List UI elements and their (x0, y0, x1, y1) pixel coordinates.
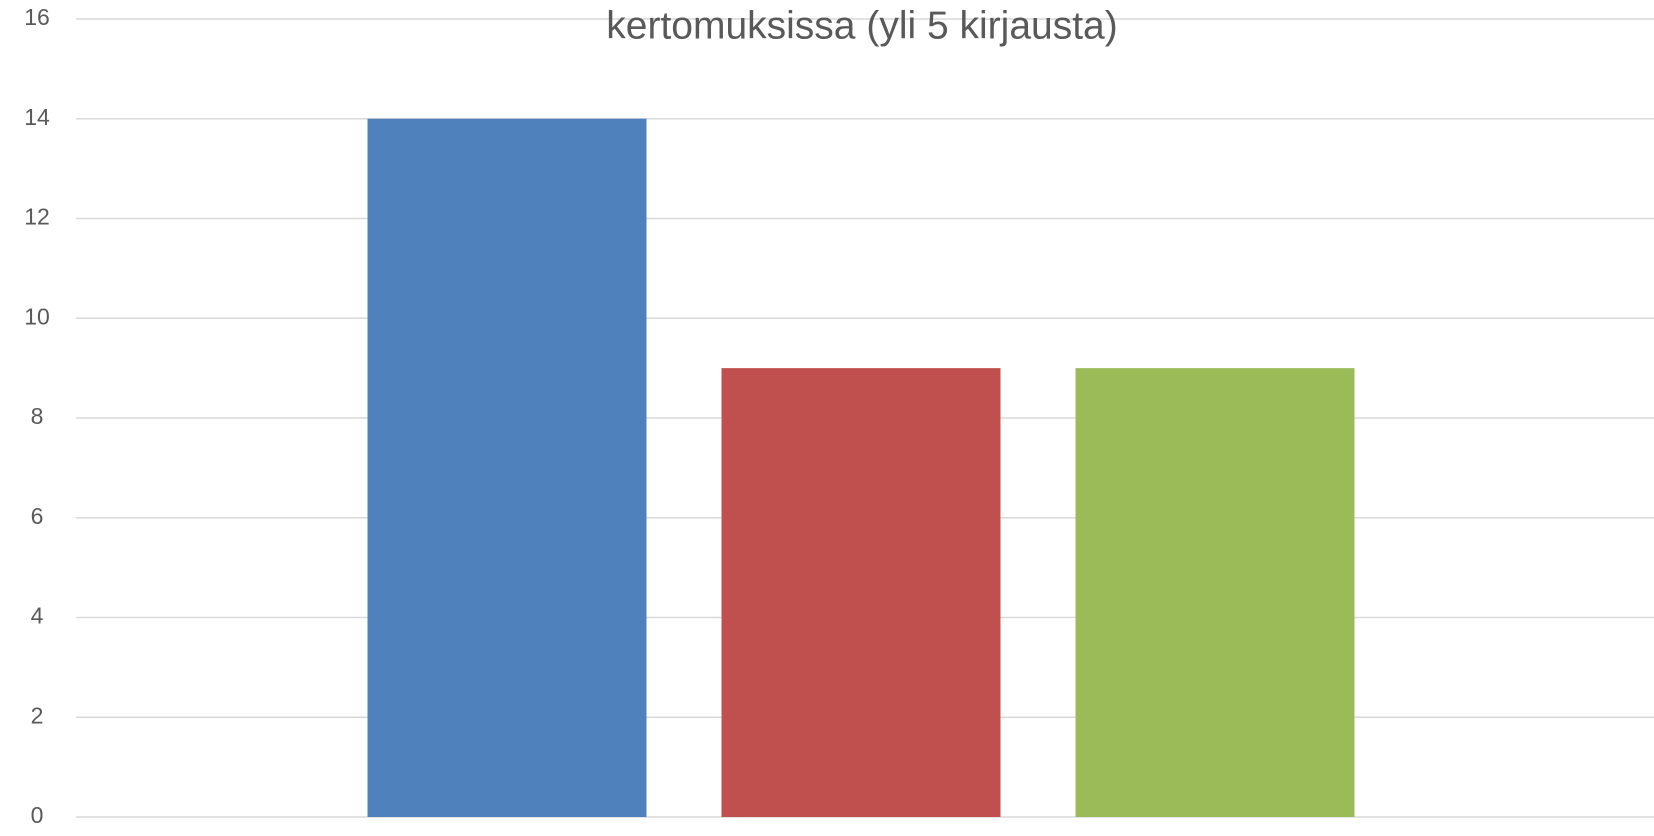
y-tick-label: 14 (24, 104, 50, 130)
y-tick-label: 6 (31, 503, 44, 529)
bar (1075, 368, 1355, 817)
y-tick-label: 0 (31, 802, 44, 828)
bar (367, 118, 647, 817)
y-tick-label: 12 (24, 204, 50, 230)
chart-title: kertomuksissa (yli 5 kirjausta) (606, 4, 1117, 47)
y-tick-label: 10 (24, 303, 50, 329)
y-tick-label: 4 (31, 603, 44, 629)
y-tick-label: 16 (24, 4, 50, 30)
y-tick-label: 8 (31, 403, 44, 429)
y-tick-label: 2 (31, 702, 44, 728)
bar (721, 368, 1001, 817)
